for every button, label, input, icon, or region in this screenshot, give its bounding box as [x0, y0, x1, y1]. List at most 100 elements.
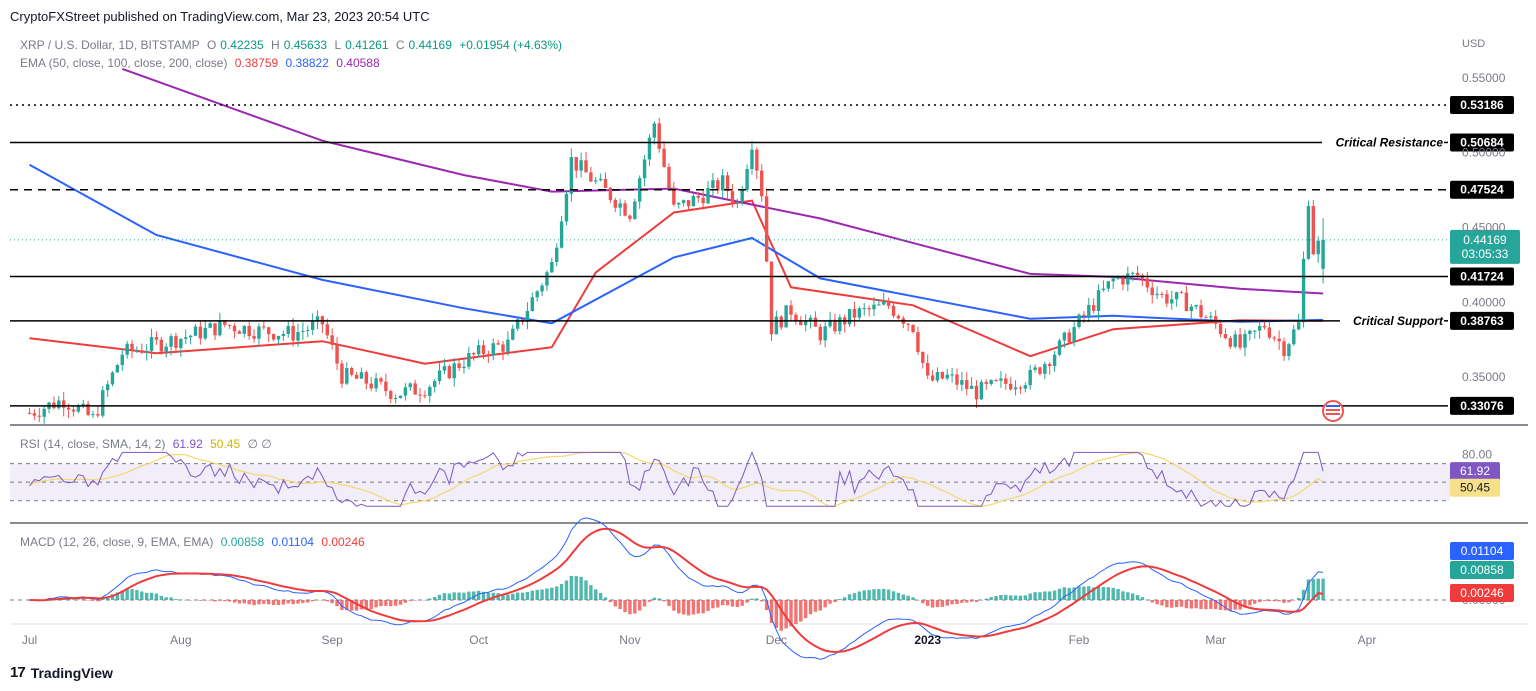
macd-hist-bar [647, 600, 652, 602]
candle [1165, 289, 1169, 308]
macd-hist-bar [799, 600, 803, 622]
macd-hist-bar [784, 600, 788, 629]
candle-body [769, 261, 774, 335]
macd-hist-bar [520, 592, 525, 600]
macd-hist-bar [940, 600, 945, 607]
macd-hist-bar [1165, 600, 1169, 608]
candle-body [1228, 338, 1233, 347]
candle-body [1170, 299, 1174, 304]
level-tag-label: 0.50684 [1460, 135, 1504, 149]
candle-body [828, 319, 832, 327]
macd-hist-bar [193, 599, 198, 601]
macd-hist-bar [291, 600, 295, 605]
candle-body [740, 189, 744, 202]
candle-body [1238, 334, 1242, 348]
candle-body [1096, 290, 1101, 312]
candle-body [223, 320, 227, 325]
macd-hist-bar [867, 589, 871, 600]
macd-legend: MACD (12, 26, close, 9, EMA, EMA) 0.0085… [20, 535, 369, 549]
ema-legend: EMA (50, close, 100, close, 200, close) … [20, 56, 384, 70]
candle [618, 198, 622, 217]
candle-body [1028, 369, 1032, 386]
macd-hist-bar [984, 598, 988, 600]
candle-body [579, 160, 583, 171]
candle-body [525, 311, 530, 322]
candle-body [281, 333, 286, 336]
macd-hist-bar [81, 599, 85, 600]
candle [496, 339, 500, 346]
candle [1257, 319, 1262, 339]
candle [882, 292, 886, 306]
candle [379, 376, 383, 385]
candle-body [916, 332, 920, 352]
candle-body [140, 350, 144, 353]
candle-body [750, 149, 754, 170]
macd-hist-bar [1145, 599, 1150, 601]
macd-hist-bar [652, 597, 657, 600]
macd-hist-bar [862, 590, 866, 600]
time-tick-label: Sep [321, 633, 343, 647]
candle-body [642, 159, 647, 179]
candle-body [1087, 305, 1091, 316]
time-tick-label: Jul [22, 633, 37, 647]
candle [32, 409, 37, 421]
candle [437, 362, 442, 385]
macd-hist-bar [818, 600, 823, 611]
candle-body [1262, 326, 1267, 328]
candle-body [1272, 337, 1276, 339]
macd-hist-bar [486, 592, 491, 600]
rsi-tick-label: 80.00 [1462, 447, 1492, 461]
candle-body [974, 385, 979, 400]
candle-body [393, 398, 398, 400]
candle-body [1145, 278, 1150, 288]
macd-hist-bar [369, 600, 373, 610]
candle [374, 372, 378, 392]
macd-hist-tag [1450, 561, 1514, 579]
macd-hist-bar [642, 600, 647, 607]
candle [1301, 251, 1306, 328]
candle-body [369, 383, 373, 389]
candle-body [389, 391, 393, 400]
macd-hist-bar [1292, 600, 1296, 601]
macd-hist-bar [1174, 600, 1179, 608]
candle [559, 215, 564, 249]
ema50-value: 0.38759 [234, 56, 279, 70]
macd-hist-bar [310, 600, 315, 602]
candle-body [1160, 293, 1164, 295]
candle-body [540, 285, 544, 292]
macd-hist-bar [813, 600, 818, 612]
candle [1282, 337, 1286, 361]
level-price-tag: 0.50684 [1450, 133, 1514, 152]
candle [857, 306, 862, 321]
candle [120, 348, 124, 371]
currency-label: USD [1462, 38, 1485, 50]
candle-body [408, 383, 412, 388]
candle-body [545, 272, 549, 286]
candle-body [960, 380, 964, 385]
macd-hist-bar [921, 600, 925, 604]
candle-body [886, 301, 891, 306]
level-tag-bg [1450, 311, 1514, 330]
macd-hist-bar [1223, 600, 1228, 611]
candle [662, 141, 666, 168]
candle [442, 358, 447, 375]
candle-body [144, 350, 149, 353]
level-tag-bg [1450, 133, 1514, 152]
candle-body [1106, 281, 1111, 289]
candle [823, 321, 827, 348]
candle [633, 198, 637, 220]
candle [452, 358, 456, 387]
macd-hist-bar [1023, 595, 1028, 600]
candle-body [633, 201, 637, 219]
candle-body [335, 344, 339, 364]
candle-body [735, 201, 740, 203]
rsi-line [29, 451, 1324, 508]
candle-body [423, 395, 427, 397]
candle [520, 318, 525, 326]
candle [730, 183, 735, 208]
candle-body [428, 387, 432, 397]
macd-hist-bar [574, 576, 578, 600]
candle [901, 315, 905, 329]
ema200-value: 0.40588 [336, 56, 380, 70]
